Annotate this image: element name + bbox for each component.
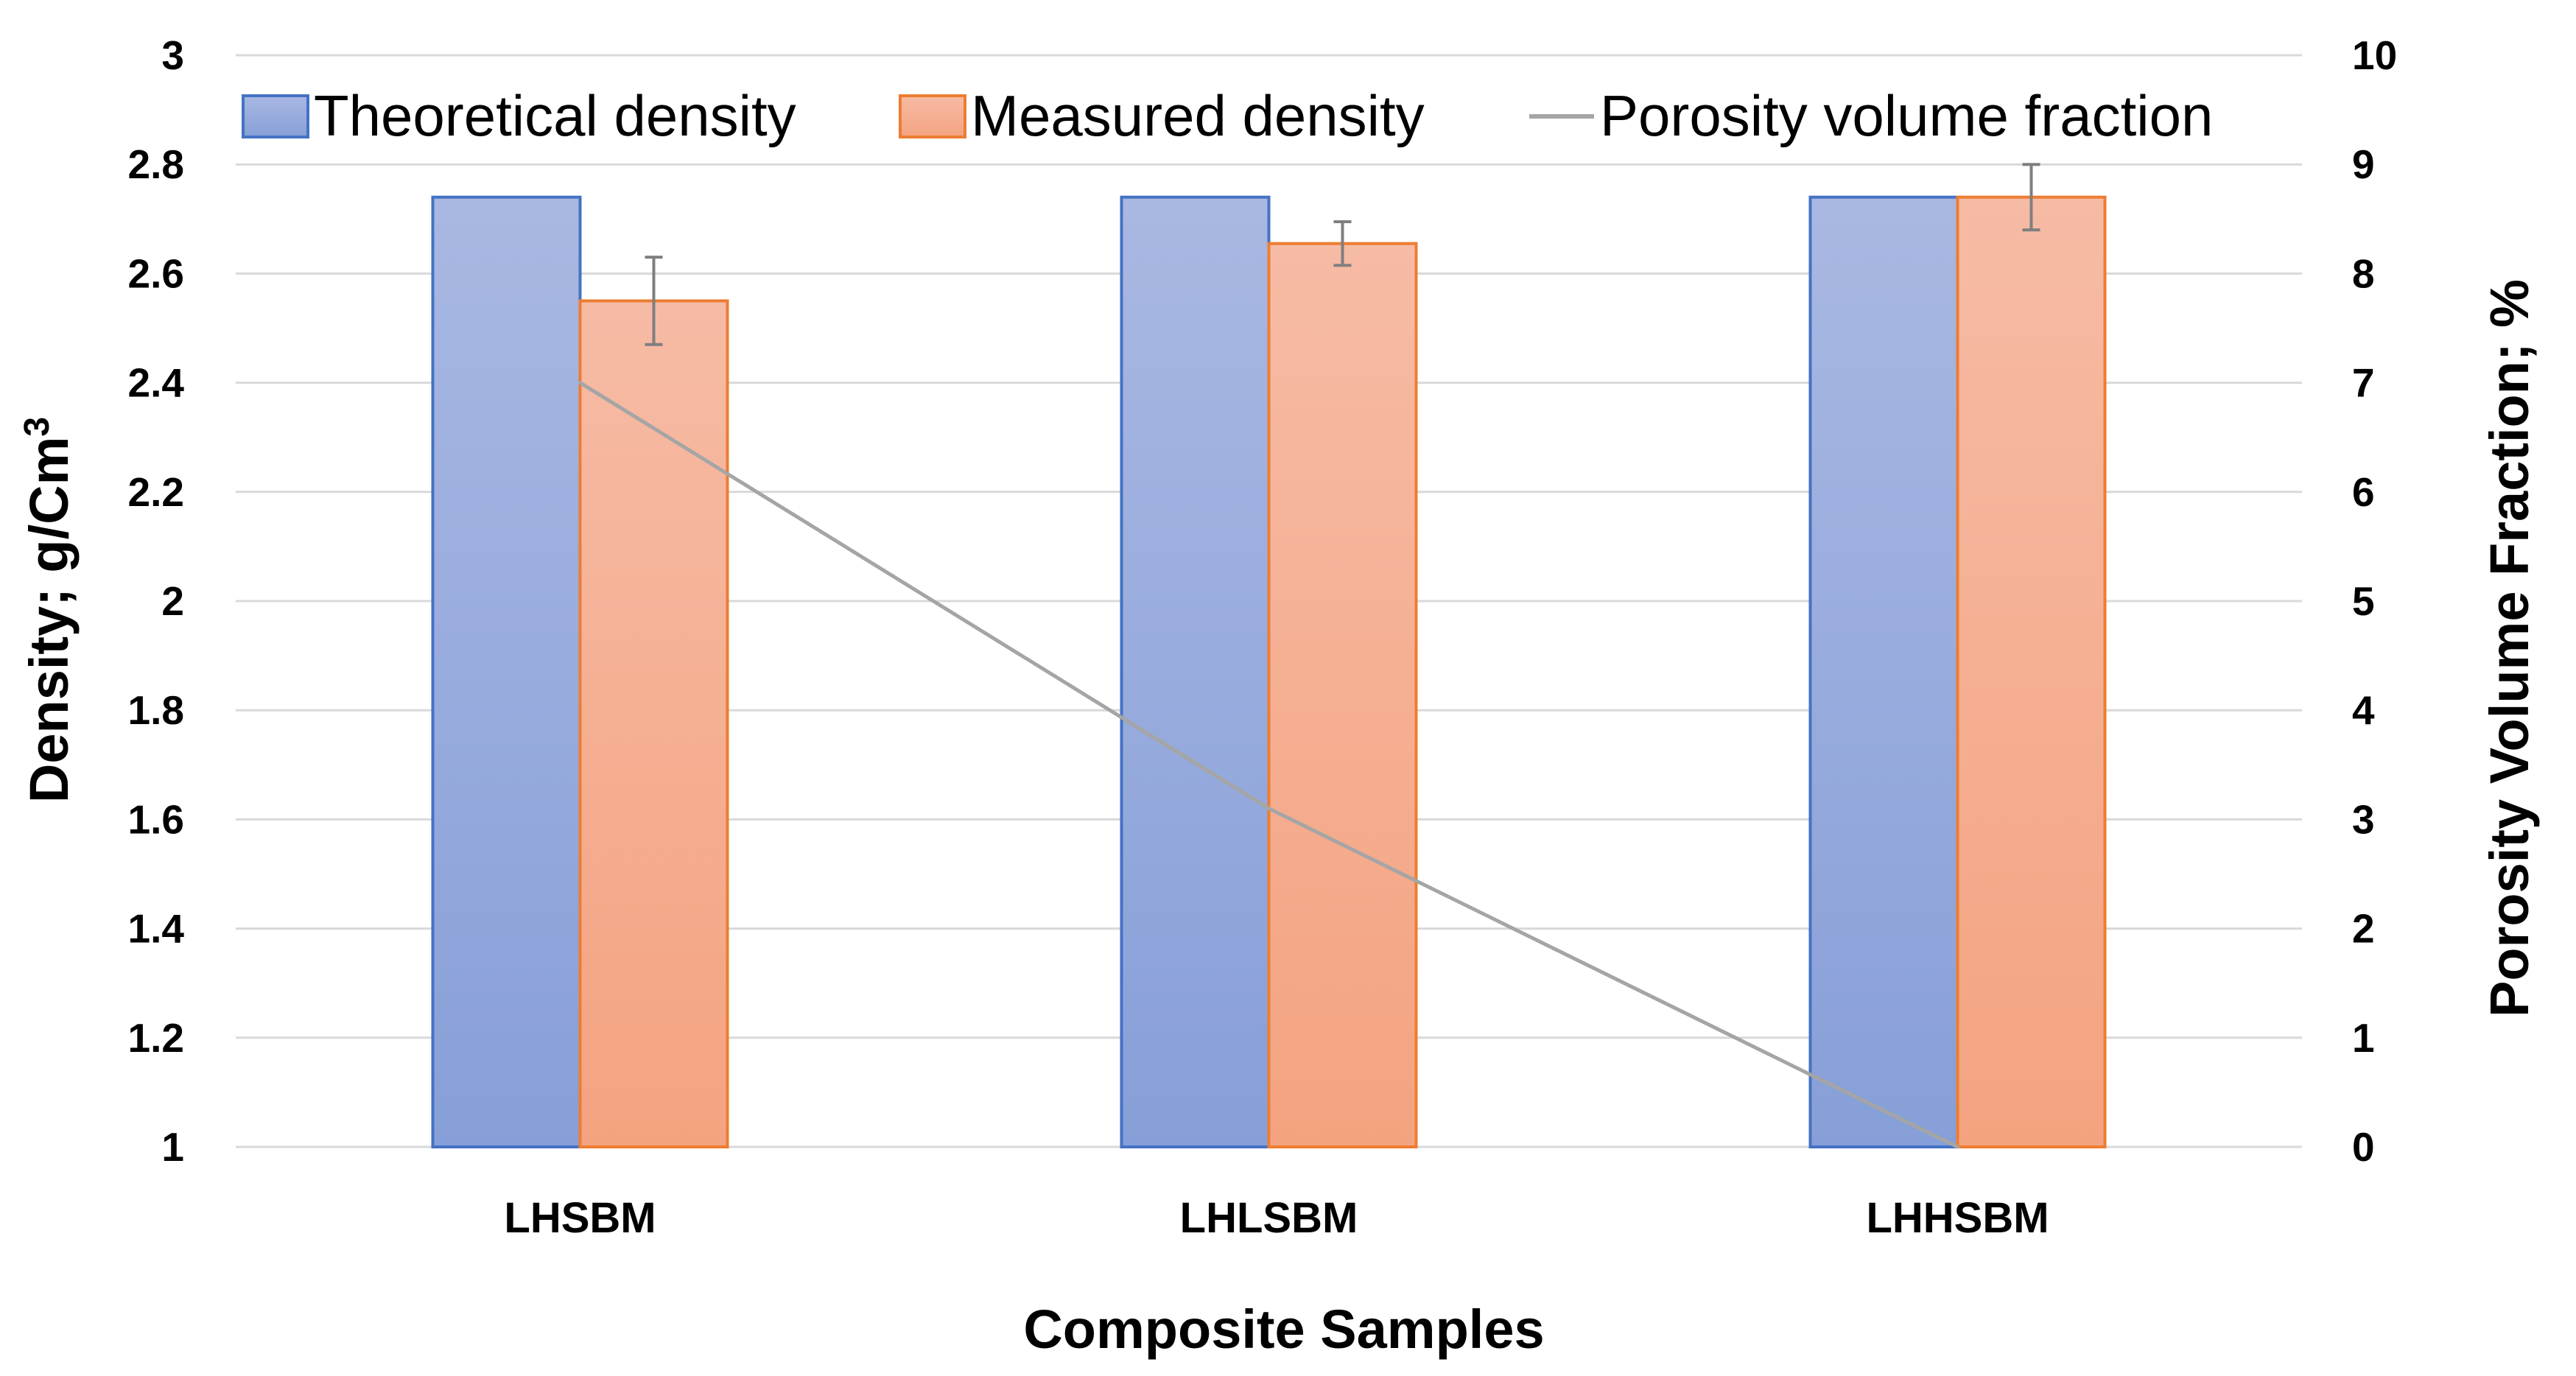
x-axis-title: Composite Samples [1023,1299,1544,1360]
legend-label-theoretical: Theoretical density [314,83,796,148]
y2-tick-label: 7 [2352,360,2375,406]
y2-tick-label: 0 [2352,1124,2375,1170]
y-tick-label: 1 [161,1124,184,1170]
bar-theoretical-density [1808,195,1959,1148]
legend-label-measured: Measured density [971,83,1425,148]
y-tick-label: 3 [161,32,184,78]
error-bar-measured [645,256,663,346]
y2-tick-label: 2 [2352,906,2375,952]
y2-axis-title: Porosity Volume Fraction; % [2479,279,2540,1017]
category-labels: LHSBM LHLSBM LHHSBM [504,1194,2049,1242]
legend: Theoretical density Measured density Por… [242,83,2213,148]
bar-measured-density [1956,195,2107,1148]
y2-tick-label: 10 [2352,32,2397,78]
bar-theoretical-density [1120,195,1271,1148]
x-category-label: LHLSBM [1180,1194,1358,1242]
y-axis-title-superscript: 3 [18,417,57,437]
x-category-label: LHSBM [504,1194,656,1242]
y-tick-label: 2.8 [128,141,184,187]
legend-swatch-measured [899,94,966,138]
y-tick-label: 2.6 [128,250,184,296]
error-bar-measured [2022,163,2040,232]
left-axis-ticks: 1 1.2 1.4 1.6 1.8 2 2.2 2.4 2.6 2.8 3 [128,32,185,1170]
bar-measured-density [1267,242,1418,1148]
y2-tick-label: 8 [2352,250,2375,296]
porosity-line-series [578,381,1959,1149]
legend-label-porosity: Porosity volume fraction [1600,83,2213,148]
y-axis-title: Density; g/Cm3 [18,417,80,803]
y-tick-label: 2.4 [128,360,185,406]
porosity-point [1956,1145,1959,1149]
y-tick-label: 1.4 [128,906,185,952]
y2-tick-label: 6 [2352,469,2375,515]
porosity-point [578,381,582,385]
y2-tick-label: 5 [2352,578,2375,624]
error-bar-measured [1333,220,1352,267]
y2-tick-label: 3 [2352,796,2375,842]
legend-swatch-theoretical [242,94,309,138]
y-tick-label: 2 [161,578,184,624]
error-bars [645,163,2040,346]
x-category-label: LHHSBM [1866,1194,2049,1242]
y2-tick-label: 4 [2352,687,2375,733]
right-axis-ticks: 0 1 2 3 4 5 6 7 8 9 10 [2352,32,2397,1170]
bars [431,195,2107,1149]
y-tick-label: 1.2 [128,1015,184,1061]
bar-theoretical-density [431,195,582,1148]
bar-measured-density [578,299,729,1149]
y2-tick-label: 1 [2352,1015,2375,1061]
y-tick-label: 1.6 [128,796,184,842]
y-tick-label: 2.2 [128,469,184,515]
porosity-point [1267,807,1271,811]
y2-tick-label: 9 [2352,141,2375,187]
y-tick-label: 1.8 [128,687,184,733]
